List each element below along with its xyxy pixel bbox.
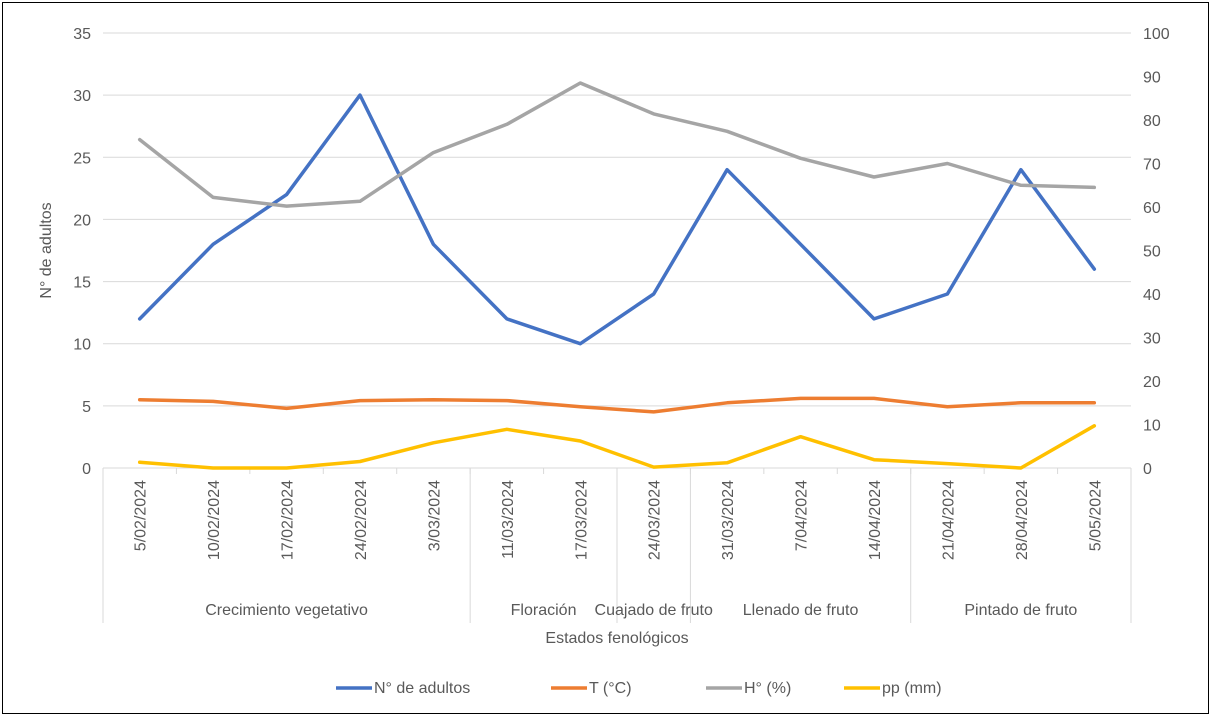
y2-tick-label: 70 [1143, 157, 1161, 174]
category-label: 10/02/2024 [206, 480, 223, 560]
legend-label: pp (mm) [882, 680, 942, 697]
legend-label: N° de adultos [374, 680, 470, 697]
legend-label: H° (%) [744, 680, 791, 697]
category-label: 7/04/2024 [794, 480, 811, 551]
y2-tick-label: 20 [1143, 374, 1161, 391]
y2-tick-label: 10 [1143, 418, 1161, 435]
series-line [137, 81, 1097, 208]
y2-tick-label: 40 [1143, 287, 1161, 304]
y-axis-title: N° de adultos [38, 202, 55, 298]
category-label: 17/02/2024 [280, 480, 297, 560]
group-label: Pintado de fruto [964, 602, 1077, 619]
group-label: Llenado de fruto [743, 602, 859, 619]
y-tick-label: 30 [73, 88, 91, 105]
y2-tick-label: 50 [1143, 244, 1161, 261]
x-axis-title: Estados fenológicos [545, 630, 688, 647]
left-axis-ticks: 0 5 10 15 20 25 30 35 [73, 26, 91, 478]
category-label: 14/04/2024 [867, 480, 884, 560]
y-tick-label: 5 [82, 399, 91, 416]
series-line [137, 396, 1097, 414]
y2-tick-label: 30 [1143, 331, 1161, 348]
category-label: 28/04/2024 [1014, 480, 1031, 560]
category-label: 24/02/2024 [353, 480, 370, 560]
y2-tick-label: 0 [1143, 461, 1152, 478]
group-label: Cuajado de fruto [595, 602, 713, 619]
category-label: 11/03/2024 [500, 480, 517, 559]
y2-tick-label: 80 [1143, 113, 1161, 130]
category-label: 21/04/2024 [940, 480, 957, 560]
series-line [137, 424, 1097, 470]
y-tick-label: 10 [73, 337, 91, 354]
category-axis: 5/02/2024 10/02/2024 17/02/2024 24/02/2024 3… [102, 468, 1132, 623]
y-tick-label: 35 [73, 26, 91, 43]
legend-label: T (°C) [589, 680, 632, 697]
category-label: 3/03/2024 [426, 480, 443, 551]
category-label: 31/03/2024 [720, 480, 737, 560]
y-tick-label: 15 [73, 275, 91, 292]
y-tick-label: 20 [73, 212, 91, 229]
y-tick-label: 25 [73, 150, 91, 167]
legend: N° de adultos T (°C) H° (%) pp (mm) [336, 680, 942, 697]
category-label: 5/02/2024 [133, 480, 150, 551]
category-label: 24/03/2024 [647, 480, 664, 560]
y-tick-label: 0 [82, 461, 91, 478]
chart-svg: 5/02/2024 10/02/2024 17/02/2024 24/02/2024 3… [38, 26, 1170, 697]
y2-tick-label: 90 [1143, 70, 1161, 87]
group-label: Crecimiento vegetativo [205, 602, 368, 619]
category-label: 5/05/2024 [1087, 480, 1104, 551]
category-label: 17/03/2024 [573, 480, 590, 560]
group-label: Floración [511, 602, 577, 619]
series-lines [137, 81, 1097, 470]
series-line [137, 93, 1097, 346]
y2-tick-label: 60 [1143, 200, 1161, 217]
right-axis-ticks: 0 10 20 30 40 50 60 70 80 90 100 [1143, 26, 1170, 478]
y2-tick-label: 100 [1143, 26, 1170, 43]
